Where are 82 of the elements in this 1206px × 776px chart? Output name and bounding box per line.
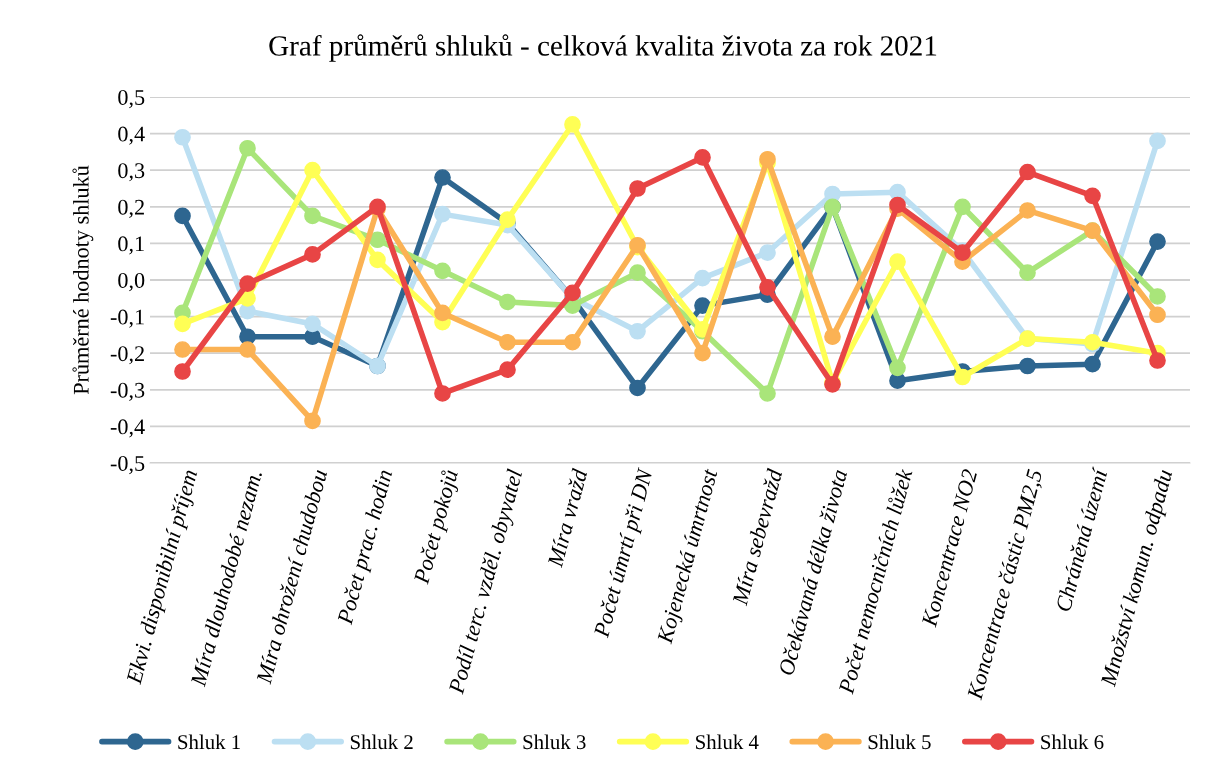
- point: [304, 161, 321, 179]
- point: [1019, 264, 1036, 282]
- point: [889, 196, 906, 214]
- legend-label: Shluk 4: [696, 734, 759, 750]
- point: [759, 244, 776, 261]
- y-axis-title: Průměrné hodnoty shluků: [72, 165, 94, 395]
- point: [239, 139, 256, 157]
- point: [499, 333, 516, 351]
- point: [629, 180, 646, 197]
- y-tick-label: -0,3: [110, 382, 145, 401]
- point: [174, 363, 191, 380]
- point: [304, 315, 321, 333]
- point: [759, 385, 776, 402]
- x-tick-label: Počet úmrtí při DN: [592, 466, 658, 640]
- x-tick-label: Chráněná území: [1054, 466, 1109, 613]
- x-tick-label: Počet prac. hodin: [336, 468, 397, 627]
- point: [304, 412, 321, 430]
- point: [174, 207, 191, 225]
- x-tick-label: Míra sebevražd: [731, 467, 783, 607]
- point: [1019, 357, 1036, 375]
- point: [434, 205, 451, 223]
- y-tick-label: -0,1: [110, 309, 144, 328]
- point: [1149, 233, 1166, 250]
- point: [174, 315, 191, 333]
- point: [694, 297, 711, 314]
- y-tick-label: 0,1: [118, 236, 144, 255]
- y-tick-label: 0,2: [118, 199, 144, 218]
- y-tick-label: -0,2: [110, 346, 144, 365]
- point: [694, 344, 711, 362]
- point: [694, 149, 711, 166]
- point: [499, 361, 516, 379]
- x-tick-label: Kojenecká úmrtnost: [656, 467, 723, 646]
- y-tick-label: 0,3: [118, 163, 145, 182]
- point: [499, 293, 516, 311]
- point: [694, 269, 711, 287]
- y-tick-label: 0,4: [118, 126, 145, 145]
- point: [824, 328, 841, 346]
- legend-label: Shluk 6: [1041, 734, 1104, 750]
- point: [1149, 306, 1166, 324]
- legend-label: Shluk 2: [350, 734, 413, 750]
- y-tick-label: -0,5: [110, 455, 145, 475]
- point: [759, 278, 776, 296]
- point: [954, 198, 971, 216]
- point: [1149, 352, 1166, 369]
- point: [174, 341, 191, 358]
- point: [304, 246, 321, 263]
- point: [759, 150, 776, 168]
- point: [434, 262, 451, 280]
- point: [434, 385, 451, 402]
- point: [239, 341, 256, 358]
- chart-title: Graf průměrů shluků - celková kvalita života za rok 2021: [269, 34, 937, 62]
- point: [629, 264, 646, 282]
- point: [1084, 355, 1101, 373]
- x-tick-label: Míra vražd: [546, 467, 588, 569]
- point: [369, 251, 386, 269]
- legend-label: Shluk 5: [868, 734, 931, 750]
- point: [629, 322, 646, 340]
- point: [434, 169, 451, 186]
- point: [1149, 288, 1166, 305]
- point: [304, 207, 321, 225]
- point: [889, 253, 906, 271]
- point: [564, 333, 581, 351]
- point: [1019, 163, 1036, 181]
- point: [564, 116, 581, 133]
- point: [434, 304, 451, 322]
- point: [1019, 202, 1036, 219]
- point: [1084, 187, 1101, 205]
- point: [629, 379, 646, 397]
- point: [369, 231, 386, 249]
- point: [239, 275, 256, 292]
- point: [1149, 132, 1166, 150]
- x-tick-label: Počet pokojů: [412, 468, 463, 587]
- point: [499, 211, 516, 228]
- point: [954, 368, 971, 386]
- point: [564, 284, 581, 302]
- point: [889, 359, 906, 377]
- y-tick-label: -0,4: [110, 419, 145, 438]
- y-tick-label: 0,5: [118, 89, 145, 109]
- legend-label: Shluk 1: [178, 734, 240, 750]
- y-tick-label: 0,0: [118, 272, 145, 292]
- point: [174, 128, 191, 146]
- legend-label: Shluk 3: [523, 734, 586, 750]
